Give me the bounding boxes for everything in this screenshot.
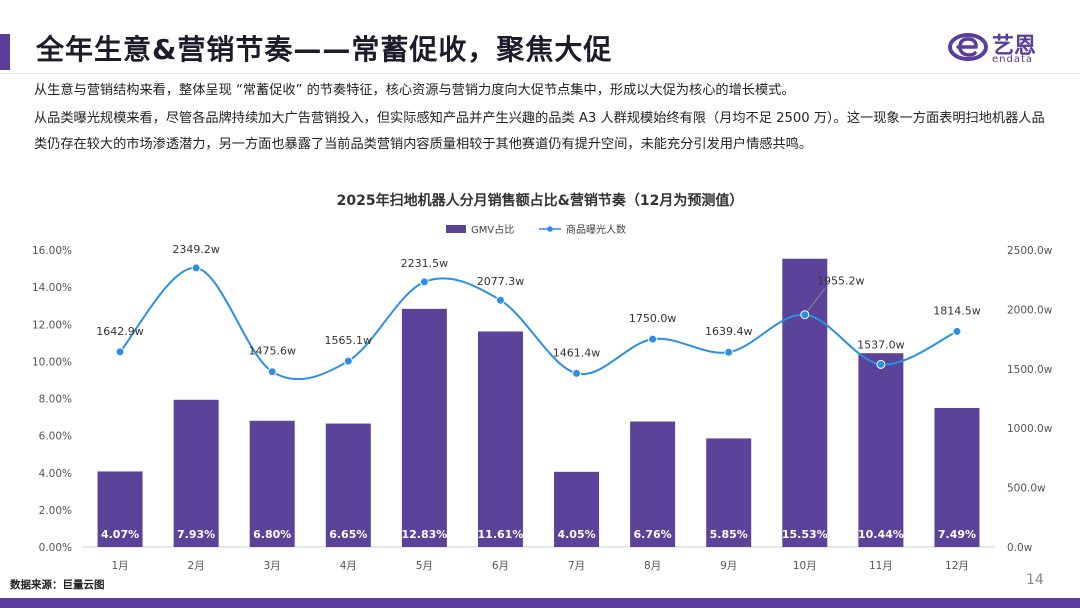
line-point-10 (800, 310, 810, 320)
bar-value-label: 5.85% (710, 528, 748, 541)
line-value-label: 1750.0w (629, 312, 677, 325)
bar-gmv-10 (782, 258, 828, 547)
bar-gmv-2 (173, 399, 219, 547)
y-right-tick-label: 0.0w (1007, 542, 1033, 554)
line-point-4 (343, 356, 353, 366)
x-tick-label: 2月 (188, 560, 205, 572)
line-point-2 (191, 263, 201, 273)
x-tick-label: 8月 (644, 560, 661, 572)
line-value-label: 1461.4w (553, 346, 601, 359)
bar-value-label: 4.05% (557, 528, 595, 541)
x-tick-label: 3月 (264, 560, 281, 572)
y-left-tick-label: 14.00% (32, 282, 72, 294)
paragraph-exposure: 从品类曝光规模来看，尽管各品牌持续加大广告营销投入，但实际感知产品并产生兴趣的品… (34, 111, 1045, 152)
logo-text-en: endata (992, 54, 1034, 65)
bar-gmv-11 (858, 353, 904, 547)
x-tick-label: 11月 (869, 560, 893, 572)
header-divider (0, 73, 1080, 74)
y-right-tick-label: 500.0w (1007, 483, 1046, 495)
bar-gmv-8 (630, 421, 676, 547)
bar-value-label: 6.65% (329, 528, 367, 541)
bar-gmv-7 (554, 471, 600, 547)
y-left-tick-label: 12.00% (32, 319, 72, 331)
x-tick-label: 1月 (111, 560, 128, 572)
page-title: 全年生意&营销节奏——常蓄促收，聚焦大促 (36, 33, 613, 66)
line-exposure-series (119, 266, 958, 381)
line-value-label: 1642.9w (96, 325, 144, 338)
line-point-5 (419, 277, 429, 287)
bar-value-label: 12.83% (401, 528, 447, 541)
y-right-tick-label: 1000.0w (1007, 423, 1053, 435)
endata-logo-icon (948, 33, 988, 61)
line-point-7 (572, 368, 582, 378)
line-point-1 (115, 347, 125, 357)
line-value-label: 1565.1w (325, 334, 373, 347)
bar-value-label: 10.44% (858, 528, 904, 541)
brand-logo: 艺恩 endata (948, 26, 1060, 70)
line-point-9 (724, 347, 734, 357)
line-value-label: 1475.6w (248, 345, 296, 358)
bar-gmv-6 (477, 331, 523, 547)
bar-value-label: 11.61% (478, 528, 524, 541)
bar-gmv-5 (401, 308, 447, 547)
line-point-8 (648, 334, 658, 344)
line-value-label: 1639.4w (705, 325, 753, 338)
y-right-tick-label: 1500.0w (1007, 364, 1053, 376)
combo-chart: GMV占比 商品曝光人数 0.00% 2.00% 4.00% 6.00% 8.00% 10.0… (32, 223, 1053, 572)
y-right-tick-label: 2000.0w (1007, 304, 1053, 316)
title-accent-bar (0, 34, 10, 70)
line-point-11 (876, 359, 886, 369)
line-value-label: 1537.0w (857, 338, 905, 351)
y-left-tick-label: 10.00% (32, 356, 72, 368)
line-value-label: 1955.2w (817, 275, 865, 288)
legend-label-bar: GMV占比 (471, 223, 514, 236)
footer-bar (0, 598, 1080, 608)
y-left-tick-label: 0.00% (39, 542, 72, 554)
line-value-label: 1814.5w (933, 304, 981, 317)
x-tick-label: 6月 (492, 560, 509, 572)
line-point-3 (267, 367, 277, 377)
page-number: 14 (1026, 572, 1044, 588)
label-leader-line (807, 288, 826, 311)
y-left-tick-label: 8.00% (39, 394, 72, 406)
y-left-tick-label: 16.00% (32, 245, 72, 257)
line-value-label: 2231.5w (401, 257, 449, 270)
y-right-tick-label: 2500.0w (1007, 245, 1053, 257)
bar-value-label: 6.80% (253, 528, 291, 541)
bar-value-label: 4.07% (101, 528, 139, 541)
line-value-label: 2077.3w (477, 275, 525, 288)
legend-label-line: 商品曝光人数 (566, 223, 626, 236)
bar-gmv-12 (934, 407, 980, 547)
line-point-12 (952, 326, 962, 336)
logo-text-cn: 艺恩 (992, 34, 1037, 59)
line-value-label: 2349.2w (172, 243, 220, 256)
x-tick-label: 4月 (340, 560, 357, 572)
x-tick-label: 12月 (945, 560, 969, 572)
chart-title: 2025年扫地机器人分月销售额占比&营销节奏（12月为预测值） (336, 193, 744, 209)
paragraph-structure: 从生意与营销结构来看，整体呈现 “常蓄促收” 的节奏特征，核心资源与营销力度向大… (34, 83, 795, 98)
y-left-tick-label: 4.00% (39, 468, 72, 480)
bar-value-label: 15.53% (782, 528, 828, 541)
bar-value-label: 7.93% (177, 528, 215, 541)
x-tick-label: 9月 (720, 560, 737, 572)
bar-gmv-1 (97, 471, 143, 547)
y-left-tick-label: 6.00% (39, 431, 72, 443)
bar-value-label: 6.76% (634, 528, 672, 541)
bar-gmv-4 (325, 423, 371, 547)
legend-swatch-marker (547, 226, 553, 232)
legend-swatch-bar (446, 225, 466, 233)
bar-gmv-9 (706, 438, 752, 547)
x-tick-label: 10月 (793, 560, 817, 572)
y-left-tick-label: 2.00% (39, 505, 72, 517)
bar-value-label: 7.49% (938, 528, 976, 541)
bar-gmv-3 (249, 420, 295, 547)
data-source: 数据来源：巨量云图 (10, 579, 105, 591)
x-tick-label: 7月 (568, 560, 585, 572)
x-tick-label: 5月 (416, 560, 433, 572)
line-point-6 (495, 295, 505, 305)
